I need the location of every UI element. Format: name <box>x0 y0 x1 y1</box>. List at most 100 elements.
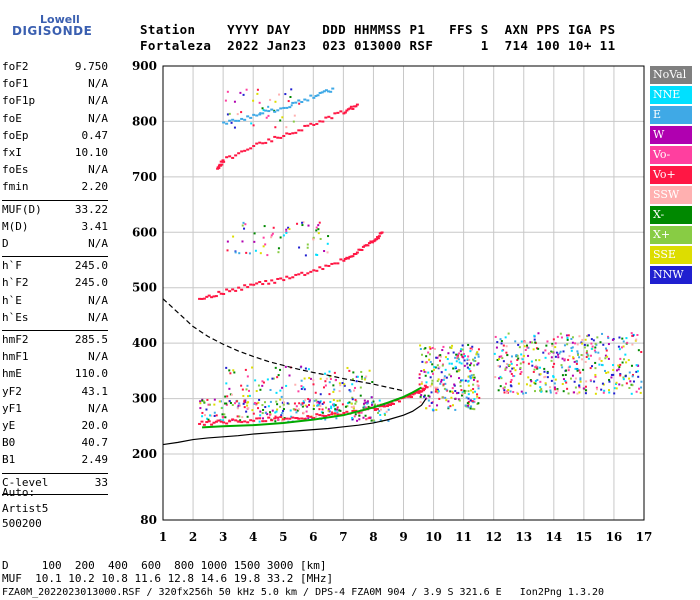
echo-point <box>517 382 520 385</box>
echo-point <box>634 339 637 342</box>
echo-point <box>358 418 361 421</box>
echo-trace-point <box>345 256 349 259</box>
param-value: N/A <box>88 237 108 250</box>
echo-point <box>576 368 579 371</box>
echo-point <box>597 351 600 354</box>
echo-point <box>318 402 321 405</box>
echo-point <box>436 380 439 383</box>
echo-point <box>450 396 453 399</box>
echo-point <box>467 343 470 346</box>
echo-point <box>467 406 470 409</box>
echo-point <box>271 409 274 412</box>
param-value: 2.20 <box>81 180 109 194</box>
echo-point <box>502 387 505 390</box>
echo-point <box>464 355 467 358</box>
echo-point <box>449 390 452 393</box>
echo-point <box>436 388 439 391</box>
echo-point <box>502 344 505 347</box>
echo-point <box>607 335 610 338</box>
echo-point <box>505 382 508 385</box>
echo-point <box>324 384 327 387</box>
echo-point <box>360 370 363 373</box>
echo-trace-point <box>423 384 427 387</box>
legend-item-nnw: NNW <box>650 266 692 284</box>
echo-point <box>458 352 461 355</box>
echo-trace-point <box>200 297 204 300</box>
echo-point <box>326 242 329 245</box>
echo-point <box>350 406 353 409</box>
echo-point <box>269 388 272 391</box>
echo-trace-point <box>252 113 256 116</box>
echo-trace-point <box>231 288 235 291</box>
echo-point <box>353 415 356 418</box>
param-row: foF2 9.750 <box>2 60 108 74</box>
echo-trace-point <box>210 296 214 299</box>
echo-trace-point <box>339 110 343 113</box>
echo-point <box>204 414 207 417</box>
echo-trace-point <box>288 106 292 109</box>
echo-point <box>594 361 597 364</box>
echo-point <box>234 251 237 254</box>
x-tick-label: 2 <box>189 530 197 544</box>
echo-point <box>348 369 351 372</box>
echo-trace-point <box>315 122 319 125</box>
echo-point <box>229 372 232 375</box>
echo-point <box>612 364 615 367</box>
echo-point <box>224 402 227 405</box>
logo-digisonde: DIGISONDE <box>12 24 93 38</box>
echo-point <box>570 347 573 350</box>
param-row: D N/A <box>2 237 108 251</box>
echo-point <box>250 122 253 125</box>
echo-trace-point <box>303 124 307 127</box>
echo-point <box>468 375 471 378</box>
echo-trace-point <box>309 270 313 273</box>
echo-point <box>425 355 428 358</box>
echo-point <box>271 232 274 235</box>
echo-point <box>520 370 523 373</box>
echo-point <box>315 229 318 232</box>
echo-point <box>370 419 373 422</box>
param-value: 2.49 <box>81 453 109 467</box>
echo-point <box>304 254 307 257</box>
echo-trace-point <box>297 273 301 276</box>
echo-point <box>336 411 339 414</box>
param-value: N/A <box>88 77 108 91</box>
echo-point <box>332 398 335 401</box>
echo-point <box>521 358 524 361</box>
echo-point <box>244 401 247 404</box>
echo-trace-point <box>366 244 370 247</box>
echo-trace-point <box>312 269 316 272</box>
param-value: 245.0 <box>74 276 108 290</box>
echo-trace-point <box>354 105 358 108</box>
param-name: h`F2 <box>2 276 29 290</box>
echo-trace-point <box>339 258 343 261</box>
echo-point <box>460 348 463 351</box>
echo-point <box>617 364 620 367</box>
echo-point <box>639 391 642 394</box>
x-tick-label: 12 <box>485 530 502 544</box>
echo-point <box>373 420 376 423</box>
echo-point <box>637 349 640 352</box>
echo-trace-point <box>390 402 394 405</box>
echo-point <box>500 377 503 380</box>
echo-point <box>442 363 445 366</box>
echo-point <box>467 390 470 393</box>
echo-point <box>470 348 473 351</box>
echo-trace-point <box>219 164 223 167</box>
echo-point <box>563 344 566 347</box>
echo-point <box>281 411 284 414</box>
echo-trace-point <box>279 277 283 280</box>
echo-point <box>274 411 277 414</box>
echo-point <box>478 396 481 399</box>
echo-point <box>543 370 546 373</box>
echo-point <box>558 352 561 355</box>
echo-point <box>574 386 577 389</box>
echo-trace-point <box>237 286 241 289</box>
echo-point <box>206 417 209 420</box>
param-name: h`F <box>2 259 22 273</box>
echo-point <box>418 373 421 376</box>
echo-point <box>562 350 565 353</box>
echo-trace-point <box>291 276 295 279</box>
echo-point <box>458 377 461 380</box>
echo-point <box>470 389 473 392</box>
